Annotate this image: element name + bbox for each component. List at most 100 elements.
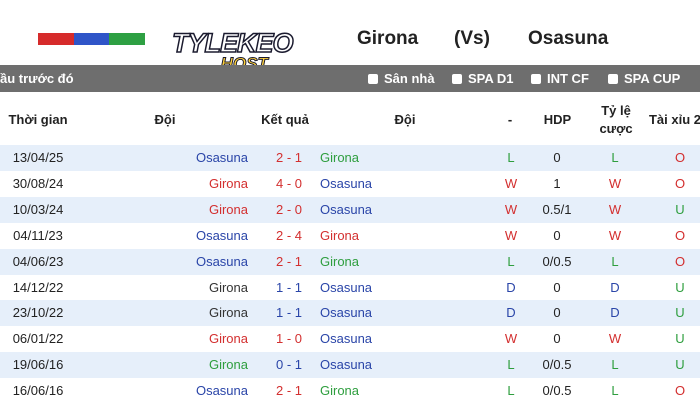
home-team: Girona <box>208 357 248 373</box>
table-row[interactable]: 04/11/23 Osasuna 2 - 4 Girona W 0 W O <box>0 223 700 249</box>
odds-result: L <box>611 383 619 399</box>
flag-stripe <box>38 33 146 45</box>
score: 2 - 1 <box>275 383 303 399</box>
result: L <box>507 383 515 399</box>
match-date: 16/06/16 <box>12 383 64 399</box>
home-team: Girona <box>208 201 248 217</box>
handicap: 0.5/1 <box>542 201 572 217</box>
score: 0 - 1 <box>275 357 303 373</box>
filter-label: INT CF <box>547 71 589 86</box>
away-team: Osasuna <box>528 28 609 49</box>
odds-result: L <box>611 253 619 269</box>
filter-option[interactable]: SPA D1 <box>452 71 514 86</box>
column-header: - <box>507 112 513 127</box>
result: D <box>506 279 516 295</box>
table-row[interactable]: 06/01/22 Girona 1 - 0 Osasuna W 0 W U <box>0 326 700 352</box>
table-row[interactable]: 30/08/24 Girona 4 - 0 Osasuna W 1 W O <box>0 171 700 197</box>
home-team: Girona <box>208 175 248 191</box>
odds-result: L <box>611 357 619 373</box>
handicap: 0/0.5 <box>542 357 572 373</box>
odds-result: W <box>608 227 622 243</box>
column-header: Tỷ lệ cược <box>599 103 633 136</box>
handicap: 0/0.5 <box>542 253 572 269</box>
match-date: 23/10/22 <box>12 305 64 321</box>
column-header: Đội <box>394 112 416 127</box>
match-date: 13/04/25 <box>12 150 64 165</box>
result: L <box>507 150 515 165</box>
filter-option[interactable]: SPA CUP <box>608 71 680 86</box>
score: 2 - 1 <box>275 150 303 165</box>
away-team: Osasuna <box>320 201 373 217</box>
home-team: Girona <box>208 279 248 295</box>
home-team: Girona <box>357 28 419 49</box>
over-under: O <box>674 150 686 165</box>
filter-label: SPA D1 <box>468 71 514 86</box>
away-team: Girona <box>320 253 360 269</box>
score: 4 - 0 <box>275 175 303 191</box>
match-date: 10/03/24 <box>12 201 64 217</box>
over-under: U <box>675 357 685 373</box>
odds-result: D <box>610 305 620 321</box>
over-under: O <box>674 383 686 399</box>
home-team: Osasuna <box>195 383 248 399</box>
score: 1 - 1 <box>275 279 303 295</box>
match-date: 30/08/24 <box>12 175 64 191</box>
checkbox[interactable] <box>452 73 462 84</box>
odds-result: W <box>608 175 622 191</box>
match-date: 06/01/22 <box>12 331 64 347</box>
table-row[interactable]: 13/04/25 Osasuna 2 - 1 Girona L 0 L O <box>0 145 700 171</box>
handicap: 0 <box>553 227 561 243</box>
column-header: HDP <box>543 112 572 127</box>
handicap: 0 <box>553 331 561 347</box>
checkbox[interactable] <box>368 73 378 84</box>
home-team: Osasuna <box>195 253 248 269</box>
over-under: O <box>674 227 686 243</box>
over-under: U <box>675 201 685 217</box>
away-team: Girona <box>320 150 360 165</box>
odds-result: L <box>611 150 619 165</box>
away-team: Osasuna <box>320 279 373 295</box>
score: 1 - 1 <box>275 305 303 321</box>
table-row[interactable]: 04/06/23 Osasuna 2 - 1 Girona L 0/0.5 L O <box>0 248 700 275</box>
away-team: Girona <box>320 227 360 243</box>
match-date: 14/12/22 <box>12 279 64 295</box>
logo-main: TYLEKEO <box>171 27 294 59</box>
handicap: 1 <box>553 175 561 191</box>
odds-result: W <box>608 331 622 347</box>
over-under: U <box>675 331 685 347</box>
table-row[interactable]: 10/03/24 Girona 2 - 0 Osasuna W 0.5/1 W U <box>0 196 700 223</box>
away-team: Osasuna <box>320 305 373 321</box>
column-header: Thời gian <box>8 112 68 127</box>
column-header: Đội <box>154 112 176 127</box>
table-row[interactable]: 14/12/22 Girona 1 - 1 Osasuna D 0 D U <box>0 275 700 301</box>
match-date: 04/11/23 <box>13 227 63 243</box>
over-under: O <box>674 253 686 269</box>
checkbox[interactable] <box>531 73 541 84</box>
home-team: Osasuna <box>195 227 248 243</box>
score: 2 - 0 <box>275 201 303 217</box>
checkbox[interactable] <box>608 73 618 84</box>
result: D <box>506 305 516 321</box>
result: W <box>504 175 518 191</box>
vs: (Vs) <box>454 28 490 49</box>
away-team: Osasuna <box>320 331 373 347</box>
table-row[interactable]: 16/06/16 Osasuna 2 - 1 Girona L 0/0.5 L O <box>0 378 700 404</box>
score: 1 - 0 <box>275 331 303 347</box>
handicap: 0 <box>553 150 561 165</box>
odds-result: D <box>610 279 620 295</box>
home-team: Girona <box>208 305 248 321</box>
handicap: 0 <box>553 305 561 321</box>
filter-option[interactable]: INT CF <box>531 71 589 86</box>
table-row[interactable]: 23/10/22 Girona 1 - 1 Osasuna D 0 D U <box>0 300 700 327</box>
over-under: O <box>674 175 686 191</box>
result: L <box>507 357 515 373</box>
section-title: ầu trước đó <box>0 71 74 86</box>
filter-label: SPA CUP <box>624 71 681 86</box>
over-under: U <box>675 279 685 295</box>
filter-option[interactable]: Sân nhà <box>368 71 435 86</box>
table-row[interactable]: 19/06/16 Girona 0 - 1 Osasuna L 0/0.5 L U <box>0 352 700 379</box>
odds-result: W <box>608 201 622 217</box>
result: L <box>507 253 515 269</box>
match-date: 19/06/16 <box>12 357 64 373</box>
